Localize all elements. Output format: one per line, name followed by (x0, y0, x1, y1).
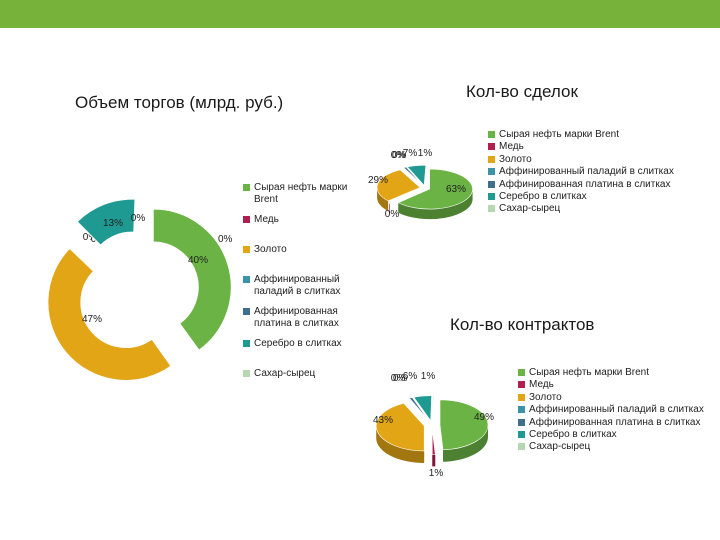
legend3-swatch-5 (518, 431, 525, 438)
chart2-label-1: 0% (391, 150, 406, 161)
chart1-label-1: 0% (218, 234, 233, 245)
chart3-side-1-0 (432, 454, 436, 467)
chart1-title: Объем торгов (млрд. руб.) (75, 93, 284, 112)
legend2-swatch-4 (488, 180, 495, 188)
legend3-swatch-3 (518, 406, 525, 414)
chart3-label-1: 1% (429, 468, 444, 479)
legend3-label-2: Золото (529, 391, 562, 403)
legend1-label-1: Медь (254, 214, 279, 225)
chart3-label-0: 49% (474, 412, 494, 423)
chart2-slice-1 (388, 189, 422, 204)
chart3-slice-4 (408, 397, 430, 422)
legend2-swatch-6 (488, 205, 495, 213)
legend2-label-4: Аффинированная платина в слитках (499, 178, 671, 190)
chart2-label-2: 29% (368, 175, 388, 186)
legend2-label-3: Аффинированный паладий в слитках (499, 166, 674, 178)
legend2-label-6: Сахар-сырец (499, 203, 561, 215)
legend1-label-4: Аффинированная платина в слитках (254, 306, 339, 329)
legend1-label-0: Сырая нефть марки Brent (254, 182, 348, 205)
legend2-label-1: Медь (499, 141, 524, 153)
chart3-side-2-0 (376, 425, 425, 463)
legend1-label-6: Сахар-сырец (254, 368, 316, 379)
chart2-label-6: 0% (385, 209, 400, 220)
legend3-swatch-0 (518, 369, 525, 376)
legend1-swatch-4 (243, 308, 250, 315)
legend1-swatch-1 (243, 216, 250, 223)
chart3-label-4: 1% (421, 371, 436, 382)
legend1-label-2: Золото (254, 244, 287, 255)
legend2-swatch-0 (488, 131, 495, 138)
legend1-swatch-6 (243, 370, 250, 377)
chart1-slice-0 (152, 208, 232, 351)
chart3-slice-2 (375, 403, 425, 452)
chart2-side-0-0 (398, 189, 473, 220)
chart1-slice-1 (172, 340, 194, 370)
chart3-side-0-0 (443, 424, 488, 462)
chart1-slice-6 (139, 197, 143, 232)
legend2-label-5: Серебро в слитках (499, 191, 587, 202)
chart2-slice-0 (397, 168, 473, 210)
chart3-slice-6 (431, 395, 435, 421)
top-bar (0, 0, 720, 28)
chart3-label-6: 0% (391, 373, 406, 384)
chart1-label-5: 13% (103, 218, 123, 229)
legend1-swatch-3 (243, 276, 250, 283)
chart1-label-0: 40% (188, 255, 208, 266)
chart2-title: Кол-во сделок (466, 82, 578, 101)
legend1-label-5: Серебро в слитках (254, 338, 342, 349)
legend3-label-5: Серебро в слитках (529, 429, 617, 440)
chart2-label-4: 1% (418, 148, 433, 159)
legend1-swatch-5 (243, 340, 250, 347)
legend2-swatch-5 (488, 193, 495, 200)
legend1-label-3: Аффинированный паладий в слитках (254, 274, 341, 297)
legend3-label-3: Аффинированный паладий в слитках (529, 404, 704, 416)
chart3-slice-0 (439, 399, 489, 451)
legend1-swatch-0 (243, 184, 250, 191)
legend3-swatch-2 (518, 393, 525, 401)
legend3-swatch-6 (518, 443, 525, 451)
legend3-label-0: Сырая нефть марки Brent (529, 367, 650, 378)
chart1-label-4: 0% (83, 232, 98, 243)
chart3-slice-1 (431, 429, 436, 455)
legend3-swatch-4 (518, 418, 525, 426)
legend3-swatch-1 (518, 381, 525, 389)
chart1-slice-2 (47, 247, 172, 381)
chart2-side-2-0 (377, 187, 389, 211)
chart3-title: Кол-во контрактов (450, 315, 595, 334)
legend2-swatch-3 (488, 168, 495, 176)
chart2-slice-6 (424, 164, 429, 186)
chart1-label-6: 0% (131, 213, 146, 224)
chart2-label-0: 63% (446, 184, 466, 195)
chart1-slice-5 (76, 198, 136, 246)
legend2-label-2: Золото (499, 153, 532, 165)
chart2-label-5: 7% (403, 148, 418, 159)
chart1-slice-4 (70, 224, 96, 250)
legend2-swatch-1 (488, 143, 495, 151)
legend3-label-4: Аффинированная платина в слитках (529, 416, 701, 428)
chart2-slice-2 (376, 169, 421, 202)
chart2-side-1-0 (389, 203, 390, 214)
legend2-label-0: Сырая нефть марки Brent (499, 129, 620, 140)
legend2-swatch-2 (488, 155, 495, 163)
chart3-label-5: 6% (403, 371, 418, 382)
chart2-label-3: 0% (392, 150, 407, 161)
chart3-slice-5 (413, 395, 432, 422)
chart1-label-2: 47% (82, 314, 102, 325)
legend3-label-1: Медь (529, 379, 554, 391)
chart3-label-2: 43% (373, 415, 393, 426)
chart3-label-3: 0% (393, 373, 408, 384)
legend1-swatch-2 (243, 246, 250, 253)
chart2-slice-4 (403, 166, 424, 186)
legend3-label-6: Сахар-сырец (529, 441, 591, 453)
chart2-slice-5 (406, 165, 427, 187)
